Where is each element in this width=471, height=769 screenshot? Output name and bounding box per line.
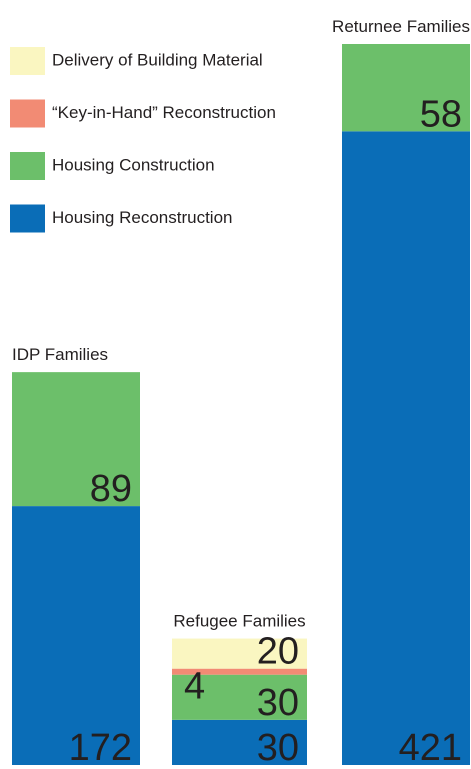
category-label: Refugee Families — [173, 612, 305, 631]
legend-label: Delivery of Building Material — [52, 50, 263, 69]
bar-segment — [342, 131, 470, 765]
legend-label: Housing Construction — [52, 155, 215, 174]
legend-swatch — [10, 99, 45, 128]
bar-segment — [172, 674, 307, 720]
legend-label: “Key-in-Hand” Reconstruction — [52, 103, 276, 122]
category-label: Returnee Families — [332, 17, 470, 36]
data-label: 421 — [399, 727, 462, 769]
bar-segment — [12, 372, 140, 507]
data-label: 30 — [257, 682, 299, 724]
bar-segment — [172, 719, 307, 765]
data-label: 172 — [69, 727, 132, 769]
data-label: 30 — [257, 727, 299, 769]
bar-segment — [12, 506, 140, 765]
legend-swatch — [10, 47, 45, 75]
data-label: 20 — [257, 631, 299, 673]
data-label: 89 — [90, 468, 132, 510]
legend-swatch — [10, 152, 45, 180]
category-label: IDP Families — [12, 345, 108, 364]
bar-segment — [342, 44, 470, 132]
legend-label: Housing Reconstruction — [52, 208, 232, 227]
bar-segment — [172, 668, 307, 675]
bar-segment — [172, 638, 307, 669]
data-label: 4 — [184, 666, 205, 708]
legend-swatch — [10, 204, 45, 233]
data-label: 58 — [420, 93, 462, 135]
